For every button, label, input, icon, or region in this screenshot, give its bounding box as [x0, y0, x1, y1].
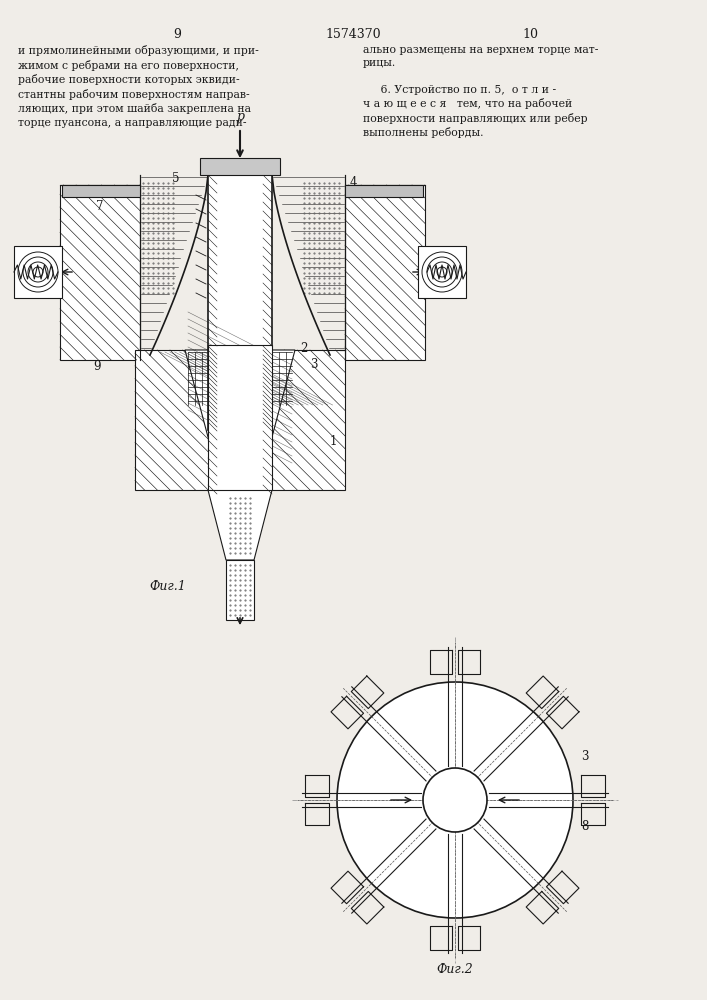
Text: и прямолинейными образующими, и при-
жимом с ребрами на его поверхности,
рабочие: и прямолинейными образующими, и при- жим…	[18, 45, 259, 128]
Bar	[62, 185, 140, 197]
Text: 10: 10	[212, 170, 227, 183]
Polygon shape	[185, 350, 295, 490]
Bar	[208, 163, 272, 430]
Text: 3: 3	[310, 358, 317, 371]
Bar	[14, 246, 62, 298]
Text: 2: 2	[300, 342, 308, 355]
Text: 9: 9	[93, 360, 100, 373]
Bar	[200, 158, 280, 175]
Text: 3: 3	[581, 750, 588, 763]
Text: 8: 8	[430, 258, 438, 271]
Text: 6: 6	[113, 185, 120, 198]
Text: Фиг.2: Фиг.2	[437, 963, 474, 976]
Bar	[188, 352, 292, 405]
Bar	[418, 246, 466, 298]
Circle shape	[423, 768, 487, 832]
Text: ально размещены на верхнем торце мат-
рицы.

     6. Устройство по п. 5,  о т л : ально размещены на верхнем торце мат- ри…	[363, 45, 598, 138]
Bar	[345, 185, 425, 360]
Text: 5: 5	[173, 172, 180, 185]
Text: 9: 9	[173, 28, 181, 41]
Text: 1: 1	[330, 435, 337, 448]
Text: 7: 7	[96, 200, 103, 213]
Polygon shape	[208, 490, 272, 560]
Text: 8: 8	[581, 820, 588, 833]
Bar	[208, 345, 272, 490]
Text: 10: 10	[522, 28, 538, 41]
Bar	[226, 560, 254, 620]
Text: 1574370: 1574370	[325, 28, 381, 41]
Bar	[135, 350, 345, 490]
Text: p: p	[236, 110, 244, 123]
Bar	[345, 185, 423, 197]
Bar	[60, 185, 140, 360]
Text: 4: 4	[350, 176, 358, 189]
Circle shape	[337, 682, 573, 918]
Text: Фиг.1: Фиг.1	[150, 580, 187, 593]
